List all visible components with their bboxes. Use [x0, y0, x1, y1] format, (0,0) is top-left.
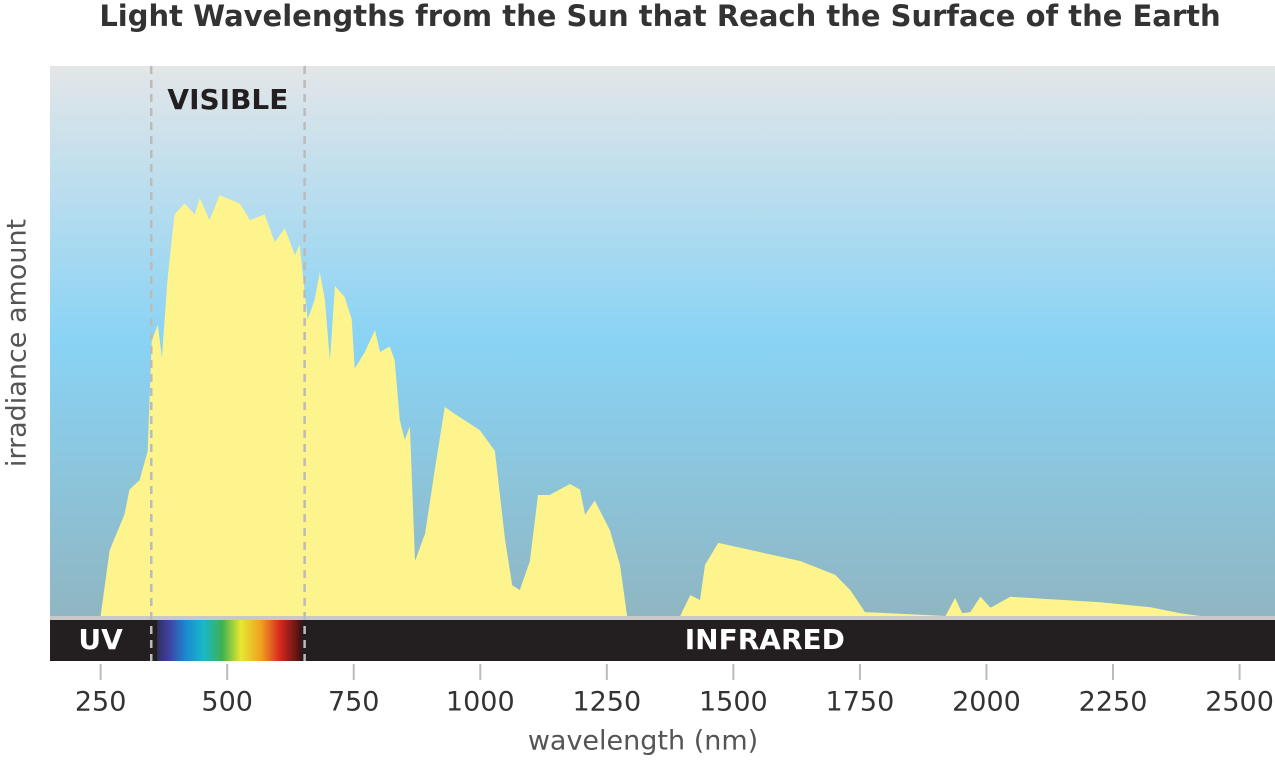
chart-title: Light Wavelengths from the Sun that Reac… [99, 0, 1220, 33]
x-tick-label: 1500 [699, 687, 768, 718]
x-tick-label: 1250 [572, 687, 641, 718]
x-tick-label: 1750 [826, 687, 895, 718]
region-label: VISIBLE [167, 83, 288, 116]
baseline [50, 616, 1275, 620]
x-axis-label: wavelength (nm) [528, 726, 758, 757]
region-label: UV [78, 623, 123, 656]
x-tick-label: 500 [201, 687, 253, 718]
region-label: INFRARED [685, 623, 845, 656]
irradiance-area [100, 195, 1201, 617]
x-tick-label: 750 [328, 687, 380, 718]
x-tick-label: 250 [75, 687, 127, 718]
visible-spectrum [157, 620, 302, 661]
x-tick-label: 2500 [1205, 687, 1274, 718]
y-axis-label: irradiance amount [2, 219, 33, 467]
x-tick-label: 2250 [1079, 687, 1148, 718]
x-tick-label: 1000 [446, 687, 515, 718]
x-tick-label: 2000 [952, 687, 1021, 718]
